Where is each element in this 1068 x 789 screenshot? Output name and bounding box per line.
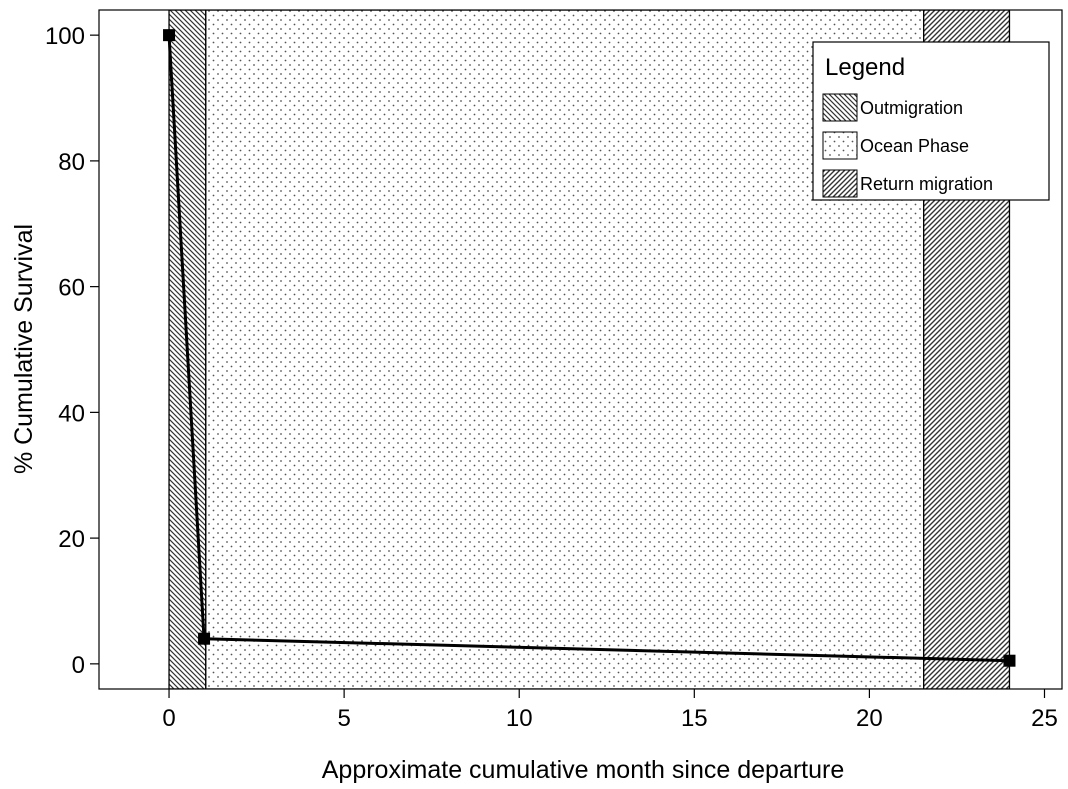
legend-swatch [822, 169, 858, 198]
y-tick-label: 40 [58, 400, 85, 427]
y-tick-label: 0 [72, 652, 85, 679]
data-point-marker [163, 29, 176, 42]
legend-swatch [822, 131, 858, 160]
y-tick-label: 80 [58, 149, 85, 176]
legend-entry-label: Return migration [860, 174, 993, 194]
data-point-marker [1003, 654, 1016, 667]
y-tick-label: 100 [45, 23, 85, 50]
legend: Legend Outmigration Ocean Phase Return mig… [812, 41, 1050, 201]
y-tick-label: 60 [58, 275, 85, 302]
x-axis: 0 5 10 15 20 25 [162, 689, 1058, 732]
legend-entry-label: Ocean Phase [860, 136, 969, 156]
x-tick-label: 10 [506, 705, 533, 732]
y-axis-title: % Cumulative Survival [10, 224, 38, 474]
x-axis-title: Approximate cumulative month since depar… [322, 756, 845, 784]
y-axis: 0 20 40 60 80 100 [45, 23, 99, 679]
y-tick-label: 20 [58, 526, 85, 553]
phase-bands [168, 10, 1011, 689]
legend-title: Legend [825, 54, 905, 81]
x-tick-label: 5 [337, 705, 350, 732]
phase-band-ocean-phase [205, 10, 925, 689]
survival-series [163, 29, 1016, 667]
plot-frame [98, 9, 1063, 690]
x-tick-label: 20 [856, 705, 883, 732]
x-tick-label: 25 [1031, 705, 1058, 732]
legend-swatch [822, 93, 858, 122]
x-tick-label: 15 [681, 705, 708, 732]
data-point-marker [198, 632, 211, 645]
x-tick-label: 0 [162, 705, 175, 732]
legend-entry-label: Outmigration [860, 98, 963, 118]
